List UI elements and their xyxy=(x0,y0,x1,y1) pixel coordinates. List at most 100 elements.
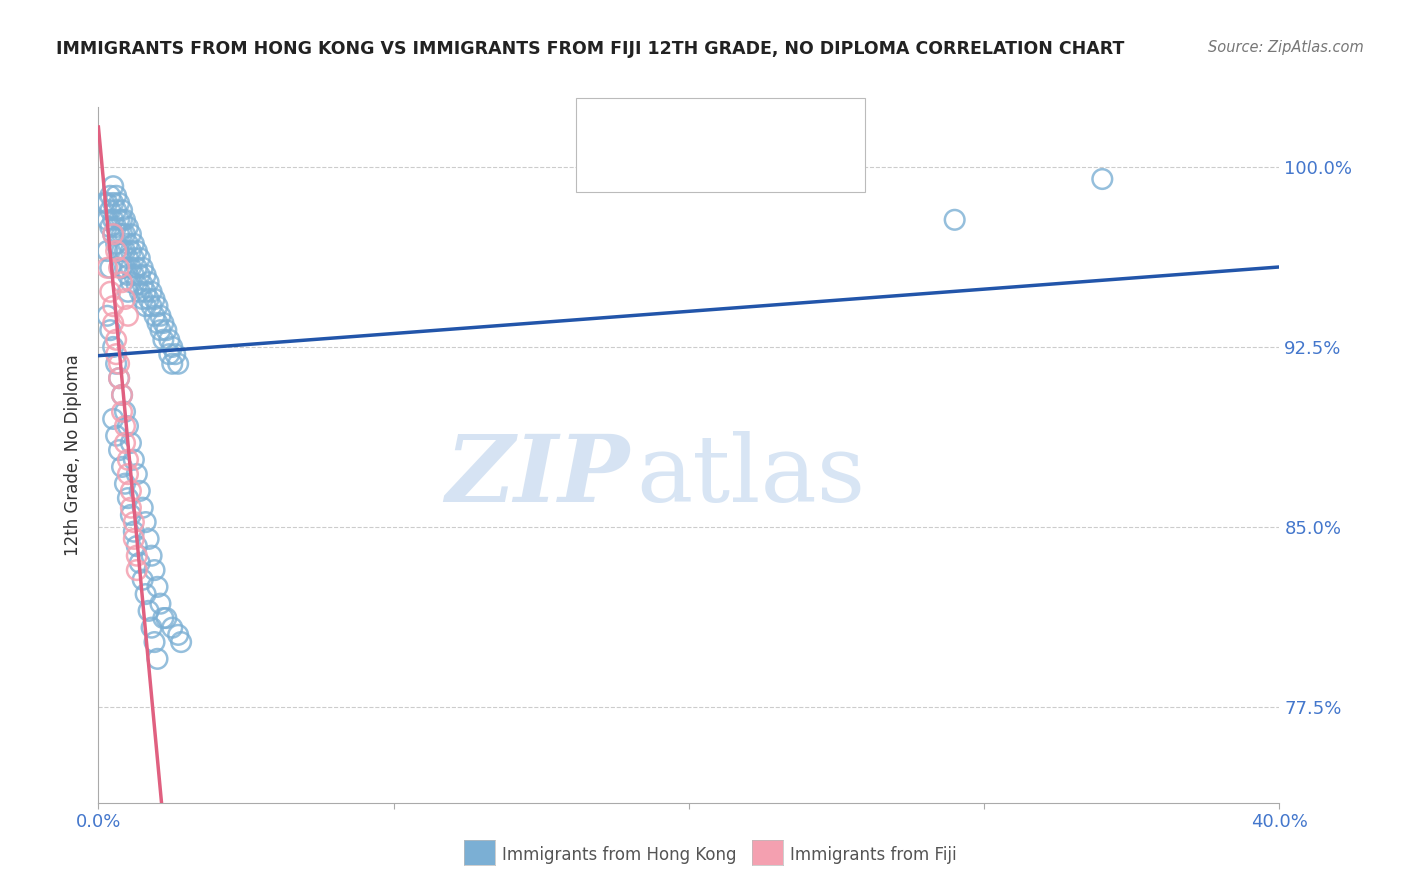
Point xyxy=(111,405,134,419)
Point xyxy=(108,357,131,371)
Point xyxy=(111,244,134,258)
Point xyxy=(132,500,155,515)
Point xyxy=(120,436,142,450)
Point xyxy=(108,371,131,385)
Point xyxy=(105,428,128,442)
Text: R = 0.38   N = 26: R = 0.38 N = 26 xyxy=(634,154,806,172)
Point xyxy=(114,227,136,242)
Point xyxy=(103,299,125,313)
Point xyxy=(105,244,128,258)
Point xyxy=(138,532,160,546)
Point xyxy=(96,212,118,227)
Point xyxy=(149,323,172,337)
Point xyxy=(111,388,134,402)
Point xyxy=(117,219,139,234)
Point xyxy=(146,299,169,313)
Point xyxy=(120,244,142,258)
Point xyxy=(105,236,128,251)
Point xyxy=(143,635,166,649)
Point xyxy=(103,227,125,242)
Point xyxy=(103,179,125,194)
Point xyxy=(149,597,172,611)
Point xyxy=(103,196,125,211)
Point xyxy=(117,467,139,482)
Point xyxy=(128,251,150,265)
Point xyxy=(120,508,142,522)
Point xyxy=(120,227,142,242)
Point xyxy=(128,483,150,498)
Point xyxy=(146,580,169,594)
Point xyxy=(111,459,134,474)
Point xyxy=(135,285,157,299)
Text: IMMIGRANTS FROM HONG KONG VS IMMIGRANTS FROM FIJI 12TH GRADE, NO DIPLOMA CORRELA: IMMIGRANTS FROM HONG KONG VS IMMIGRANTS … xyxy=(56,40,1125,58)
Point xyxy=(141,299,163,313)
Text: Immigrants from Fiji: Immigrants from Fiji xyxy=(790,846,957,863)
Point xyxy=(132,260,155,275)
Point xyxy=(105,219,128,234)
Point xyxy=(155,323,177,337)
Point xyxy=(146,652,169,666)
Point xyxy=(117,452,139,467)
Point xyxy=(98,323,121,337)
Point xyxy=(108,260,131,275)
Point xyxy=(96,309,118,323)
Point xyxy=(155,611,177,625)
Point xyxy=(943,212,966,227)
Point xyxy=(152,316,174,330)
Point xyxy=(117,268,139,282)
Point xyxy=(108,443,131,458)
Point xyxy=(103,227,125,242)
Point xyxy=(105,203,128,218)
Point xyxy=(132,292,155,306)
Point xyxy=(103,412,125,426)
Point xyxy=(122,452,145,467)
Point xyxy=(170,635,193,649)
Point xyxy=(167,628,190,642)
Point xyxy=(122,532,145,546)
Point xyxy=(108,244,131,258)
Point xyxy=(103,316,125,330)
Point xyxy=(141,285,163,299)
Point xyxy=(105,347,128,361)
Point xyxy=(125,244,148,258)
Point xyxy=(135,587,157,601)
Point xyxy=(114,244,136,258)
Point xyxy=(143,309,166,323)
Point xyxy=(114,260,136,275)
Point xyxy=(117,251,139,265)
Point xyxy=(125,467,148,482)
Point xyxy=(122,251,145,265)
Point xyxy=(162,621,183,635)
Point xyxy=(117,309,139,323)
Y-axis label: 12th Grade, No Diploma: 12th Grade, No Diploma xyxy=(65,354,83,556)
Point xyxy=(135,515,157,529)
Point xyxy=(122,236,145,251)
Point xyxy=(114,212,136,227)
Point xyxy=(108,227,131,242)
Point xyxy=(128,285,150,299)
Point xyxy=(93,196,115,211)
Point xyxy=(152,611,174,625)
Text: R = 0.232   N = 112: R = 0.232 N = 112 xyxy=(634,117,831,135)
Point xyxy=(128,268,150,282)
Point xyxy=(120,483,142,498)
Point xyxy=(157,347,180,361)
Point xyxy=(143,563,166,577)
Point xyxy=(117,491,139,505)
Point xyxy=(114,436,136,450)
Point xyxy=(111,227,134,242)
Point xyxy=(98,219,121,234)
Point xyxy=(111,275,134,289)
Point xyxy=(141,621,163,635)
Point xyxy=(96,196,118,211)
Point xyxy=(105,189,128,203)
Point xyxy=(117,419,139,434)
Point xyxy=(98,260,121,275)
Point xyxy=(96,260,118,275)
Point xyxy=(125,277,148,292)
Point xyxy=(98,203,121,218)
Point xyxy=(105,357,128,371)
Point xyxy=(111,212,134,227)
Point xyxy=(117,236,139,251)
Point xyxy=(165,347,187,361)
